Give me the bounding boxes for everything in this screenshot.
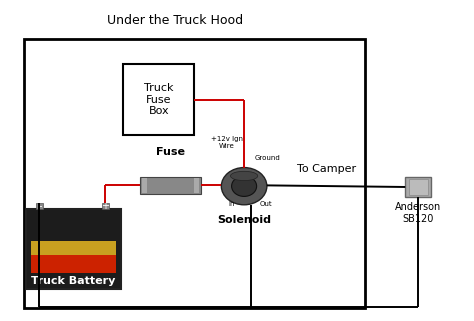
Text: +12v Ign
Wire: +12v Ign Wire [210,136,243,149]
Text: Under the Truck Hood: Under the Truck Hood [107,14,244,27]
Bar [36,203,43,209]
Text: Fuse: Fuse [156,147,185,157]
Text: Truck Battery: Truck Battery [31,276,116,286]
Ellipse shape [221,168,267,205]
Text: To Camper: To Camper [298,163,356,174]
Bar [102,203,109,209]
Bar [26,209,121,289]
Bar [31,255,116,273]
Bar [31,241,116,257]
Text: Ground: Ground [255,155,281,161]
Text: Truck
Fuse
Box: Truck Fuse Box [144,83,173,116]
Bar [123,64,194,135]
Text: Anderson
SB120: Anderson SB120 [395,202,441,224]
Text: Out: Out [260,201,273,207]
Text: In: In [228,201,235,207]
Ellipse shape [232,176,256,196]
Bar [140,177,201,194]
Bar [24,39,365,308]
Bar [409,179,428,195]
Ellipse shape [230,171,258,181]
Bar [405,177,431,197]
Text: +: + [101,201,109,211]
Text: -: - [38,201,42,211]
Bar [194,178,199,193]
Text: Solenoid: Solenoid [217,215,271,225]
Bar [142,178,147,193]
